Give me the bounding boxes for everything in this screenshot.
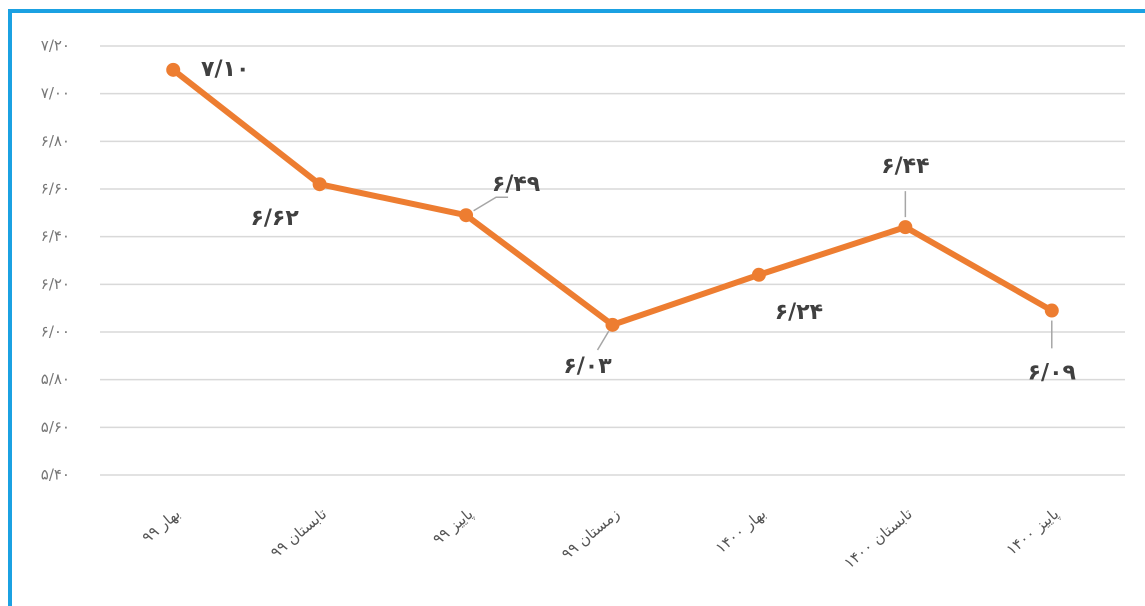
line — [171, 67, 1054, 328]
x-tick-label: بهار ۱۴۰۰ — [712, 505, 769, 557]
point — [459, 208, 474, 223]
point — [166, 62, 181, 77]
x-tick-label: زمستان ۹۹ — [558, 505, 623, 564]
data-label: ۶/۰۳ — [563, 354, 612, 379]
x-tick-label: بهار ۹۹ — [139, 505, 184, 547]
y-tick-label: ۶/۰۰ — [41, 323, 70, 341]
y-tick-label: ۶/۴۰ — [41, 227, 70, 245]
point — [1044, 303, 1059, 318]
data-label: ۶/۴۹ — [492, 172, 540, 197]
y-tick-label: ۵/۴۰ — [41, 466, 70, 484]
y-tick-label: ۶/۸۰ — [41, 132, 70, 150]
leader-line — [473, 196, 509, 212]
x-tick-label: تابستان ۹۹ — [267, 505, 330, 562]
y-tick-label: ۵/۸۰ — [41, 370, 70, 388]
point — [312, 177, 327, 192]
y-tick-label: ۷/۰۰ — [41, 84, 70, 102]
x-tick-label: پاییز ۱۴۰۰ — [1003, 505, 1063, 560]
point — [751, 267, 766, 282]
data-label: ۷/۱۰ — [201, 57, 249, 82]
data-label: ۶/۰۹ — [1028, 361, 1076, 386]
frame — [8, 9, 1145, 606]
y-tick-label: ۷/۲۰ — [41, 37, 70, 55]
y-tick-label: ۵/۶۰ — [41, 418, 70, 436]
data-label: ۶/۴۴ — [881, 154, 929, 179]
point — [898, 220, 913, 235]
data-label: ۶/۲۴ — [775, 300, 823, 325]
leader-line — [596, 330, 610, 351]
y-tick-label: ۶/۲۰ — [41, 275, 70, 293]
x-tick-label: پاییز ۹۹ — [429, 505, 477, 550]
data-label: ۶/۶۲ — [250, 206, 299, 231]
point — [605, 317, 620, 332]
x-tick-label: تابستان ۱۴۰۰ — [840, 505, 915, 572]
y-tick-label: ۶/۶۰ — [41, 180, 70, 198]
